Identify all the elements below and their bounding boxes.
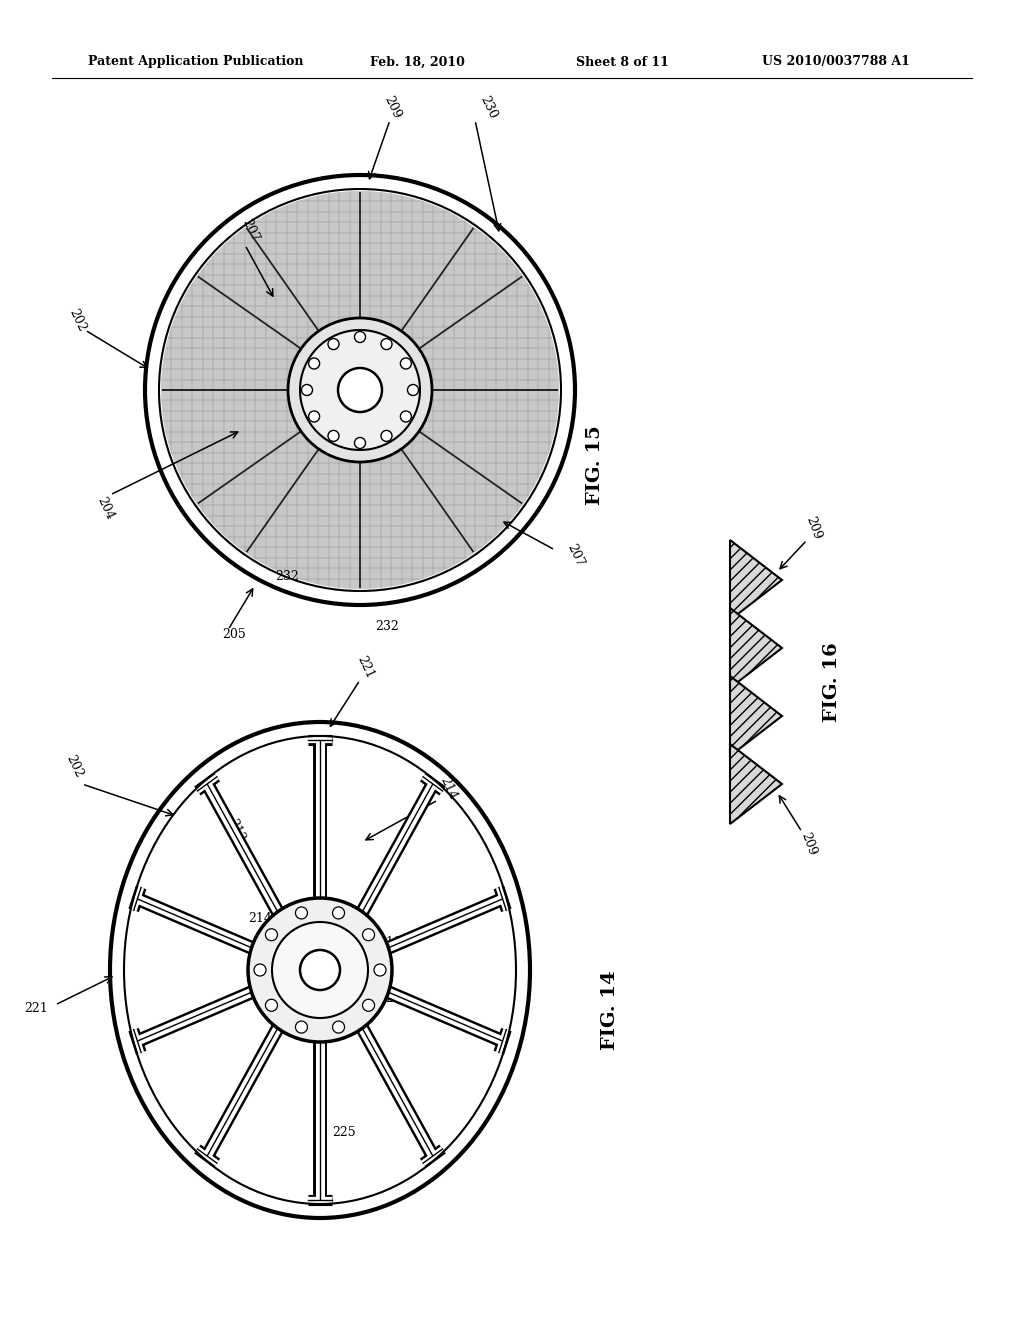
Text: FIG. 14: FIG. 14 [601, 970, 618, 1049]
Circle shape [288, 318, 432, 462]
Circle shape [354, 331, 366, 342]
Circle shape [308, 358, 319, 370]
Text: 204: 204 [94, 495, 116, 521]
Text: 221: 221 [354, 653, 376, 681]
Ellipse shape [110, 722, 530, 1218]
Text: 230: 230 [477, 94, 499, 120]
Text: Patent Application Publication: Patent Application Publication [88, 55, 303, 69]
Circle shape [296, 907, 307, 919]
Polygon shape [730, 676, 782, 756]
Polygon shape [730, 540, 782, 620]
Circle shape [381, 430, 392, 441]
Text: 225: 225 [332, 1126, 355, 1138]
Text: 214: 214 [437, 775, 459, 801]
Circle shape [400, 411, 412, 422]
Circle shape [333, 1022, 344, 1034]
Circle shape [300, 330, 420, 450]
Circle shape [408, 384, 419, 396]
Circle shape [161, 191, 559, 589]
Text: 209: 209 [381, 94, 402, 120]
Circle shape [300, 950, 340, 990]
Circle shape [301, 384, 312, 396]
Text: 212: 212 [225, 817, 247, 843]
Circle shape [338, 368, 382, 412]
Polygon shape [730, 609, 782, 688]
Text: 232: 232 [275, 570, 299, 583]
Circle shape [265, 929, 278, 941]
Circle shape [354, 437, 366, 449]
Text: Sheet 8 of 11: Sheet 8 of 11 [575, 55, 669, 69]
Text: 202: 202 [63, 754, 85, 780]
Text: 216: 216 [312, 899, 336, 912]
Text: US 2010/0037788 A1: US 2010/0037788 A1 [762, 55, 910, 69]
Circle shape [328, 430, 339, 441]
Text: FIG. 16: FIG. 16 [823, 642, 841, 722]
Text: 221: 221 [25, 1002, 48, 1015]
Text: 209: 209 [804, 515, 824, 541]
Circle shape [328, 339, 339, 350]
Text: 209: 209 [799, 830, 819, 858]
Circle shape [308, 411, 319, 422]
Text: 220: 220 [385, 991, 409, 1005]
Circle shape [333, 907, 344, 919]
Circle shape [362, 999, 375, 1011]
Text: Feb. 18, 2010: Feb. 18, 2010 [370, 55, 465, 69]
Text: 214: 214 [248, 912, 272, 924]
Circle shape [145, 176, 575, 605]
Circle shape [400, 358, 412, 370]
Circle shape [381, 339, 392, 350]
Polygon shape [730, 744, 782, 824]
Text: 207: 207 [564, 541, 586, 569]
Text: 232: 232 [375, 620, 398, 634]
Text: FIG. 15: FIG. 15 [586, 425, 604, 504]
Text: 205: 205 [222, 628, 246, 642]
Circle shape [265, 999, 278, 1011]
Circle shape [272, 921, 368, 1018]
Circle shape [248, 898, 392, 1041]
Circle shape [254, 964, 266, 975]
Text: 202: 202 [67, 306, 88, 334]
Text: 219: 219 [378, 936, 401, 949]
Circle shape [296, 1022, 307, 1034]
Text: 207: 207 [239, 216, 261, 243]
Circle shape [374, 964, 386, 975]
Circle shape [362, 929, 375, 941]
